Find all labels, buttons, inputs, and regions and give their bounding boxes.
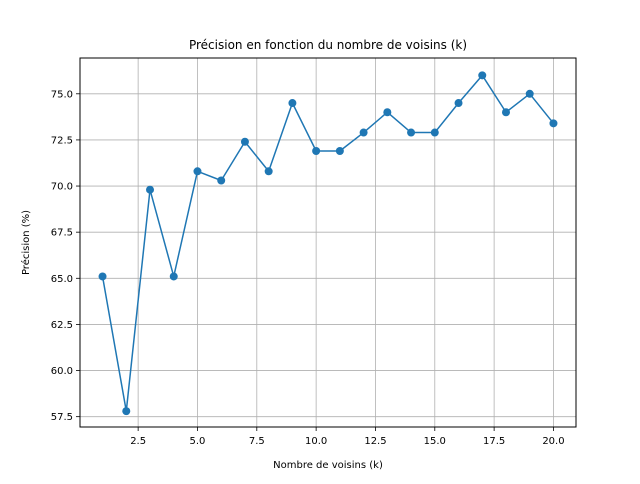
y-tick-label: 60.0 <box>51 366 73 377</box>
data-point-marker <box>193 167 202 176</box>
data-point-marker <box>217 176 226 185</box>
data-point-marker <box>430 128 439 137</box>
x-tick-label: 5.0 <box>190 436 206 447</box>
data-point-marker <box>478 71 487 80</box>
data-point-marker <box>98 272 107 281</box>
data-point-marker <box>525 89 534 98</box>
y-tick-label: 62.5 <box>51 320 73 331</box>
data-point-marker <box>383 108 392 117</box>
data-point-marker <box>122 407 131 416</box>
y-tick-label: 72.5 <box>51 135 73 146</box>
x-tick-label: 10.0 <box>305 436 327 447</box>
x-tick-label: 20.0 <box>542 436 564 447</box>
data-point-marker <box>169 272 178 281</box>
data-point-marker <box>549 119 558 128</box>
data-point-marker <box>501 108 510 117</box>
x-tick-label: 12.5 <box>364 436 386 447</box>
axis-ticks: 2.5 5.0 7.5 10.0 12.5 15.0 17.5 20.0 57.5 60.0 62.… <box>51 89 565 447</box>
data-point-marker <box>288 99 297 108</box>
x-axis-label: Nombre de voisins (k) <box>273 460 383 471</box>
y-axis-label: Précision (%) <box>20 210 32 275</box>
series-line <box>101 74 555 412</box>
x-tick-label: 2.5 <box>130 436 146 447</box>
data-point-marker <box>312 146 321 155</box>
x-tick-label: 7.5 <box>249 436 265 447</box>
data-point-marker <box>359 128 368 137</box>
x-tick-label: 17.5 <box>483 436 505 447</box>
data-point-marker <box>335 146 344 155</box>
y-tick-label: 67.5 <box>51 228 73 239</box>
y-tick-label: 57.5 <box>51 412 73 423</box>
chart-title: Précision en fonction du nombre de voisi… <box>189 38 467 52</box>
data-point-marker <box>146 185 155 194</box>
data-point-marker <box>264 167 273 176</box>
grid-lines <box>80 58 576 427</box>
data-point-marker <box>407 128 416 137</box>
plot-area-frame <box>79 57 577 428</box>
y-tick-label: 65.0 <box>51 274 73 285</box>
data-point-marker <box>454 99 463 108</box>
y-tick-label: 75.0 <box>51 89 73 100</box>
data-series <box>98 71 558 416</box>
data-point-marker <box>240 137 249 146</box>
x-tick-label: 15.0 <box>424 436 446 447</box>
y-tick-label: 70.0 <box>51 182 73 193</box>
